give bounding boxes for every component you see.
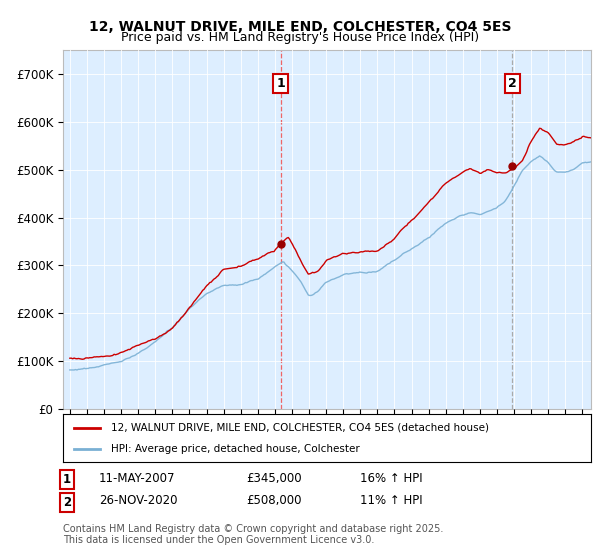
Text: Contains HM Land Registry data © Crown copyright and database right 2025.
This d: Contains HM Land Registry data © Crown c… xyxy=(63,524,443,545)
Text: 11-MAY-2007: 11-MAY-2007 xyxy=(99,472,176,485)
Text: 2: 2 xyxy=(63,496,71,508)
Text: 1: 1 xyxy=(63,473,71,486)
Text: 26-NOV-2020: 26-NOV-2020 xyxy=(99,494,178,507)
Text: 16% ↑ HPI: 16% ↑ HPI xyxy=(360,472,422,485)
Text: 2: 2 xyxy=(508,77,517,90)
Text: £345,000: £345,000 xyxy=(246,472,302,485)
Text: £508,000: £508,000 xyxy=(246,494,302,507)
Text: HPI: Average price, detached house, Colchester: HPI: Average price, detached house, Colc… xyxy=(110,444,359,454)
Text: 11% ↑ HPI: 11% ↑ HPI xyxy=(360,494,422,507)
Text: 1: 1 xyxy=(277,77,285,90)
Text: Price paid vs. HM Land Registry's House Price Index (HPI): Price paid vs. HM Land Registry's House … xyxy=(121,31,479,44)
Text: 12, WALNUT DRIVE, MILE END, COLCHESTER, CO4 5ES (detached house): 12, WALNUT DRIVE, MILE END, COLCHESTER, … xyxy=(110,423,488,433)
Text: 12, WALNUT DRIVE, MILE END, COLCHESTER, CO4 5ES: 12, WALNUT DRIVE, MILE END, COLCHESTER, … xyxy=(89,20,511,34)
